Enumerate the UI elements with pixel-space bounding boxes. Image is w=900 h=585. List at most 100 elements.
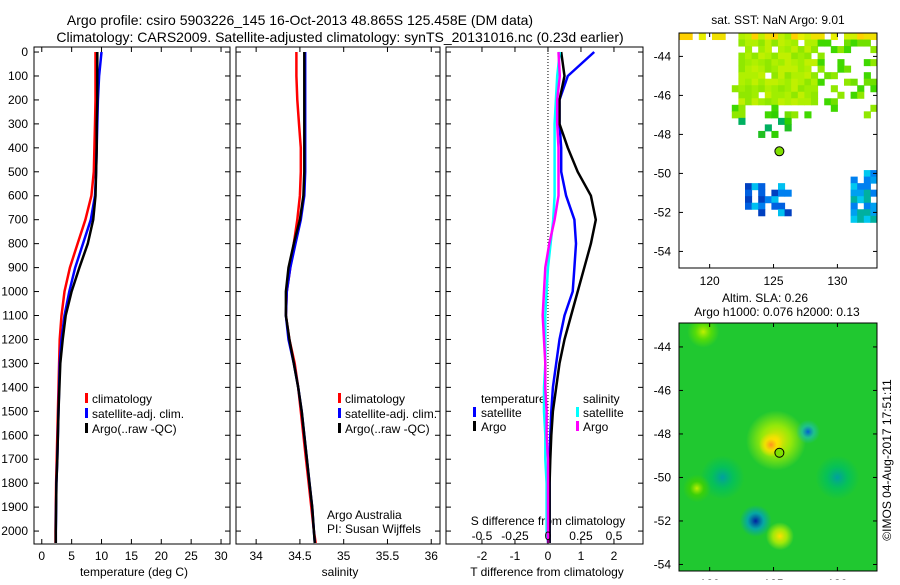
sst-cell bbox=[758, 65, 766, 73]
t-diff-xlabel: T difference from climatology bbox=[470, 565, 624, 579]
sst-cell bbox=[764, 111, 772, 119]
legend-swatch-satellite bbox=[85, 408, 88, 418]
sst-cell bbox=[778, 183, 786, 191]
y-tick-label: 800 bbox=[8, 237, 28, 251]
sst-cell bbox=[804, 33, 812, 41]
sst-cell bbox=[784, 59, 792, 67]
sst-cell bbox=[738, 117, 746, 125]
sst-cell bbox=[811, 46, 819, 54]
s-tick-label: 0.5 bbox=[606, 529, 623, 543]
sst-cell bbox=[758, 130, 766, 138]
sst-cell bbox=[791, 39, 799, 47]
sst-cell bbox=[817, 33, 825, 41]
sst-cell bbox=[811, 39, 819, 47]
sst-cell bbox=[804, 46, 812, 54]
lat-tick-label: -50 bbox=[654, 470, 672, 484]
sst-cell bbox=[751, 52, 759, 60]
sst-cell bbox=[758, 189, 766, 197]
sst-cell bbox=[758, 202, 766, 210]
x-tick-label: 30 bbox=[214, 549, 228, 563]
sst-cell bbox=[791, 78, 799, 86]
sst-cell bbox=[837, 46, 845, 54]
sst-cell bbox=[758, 98, 766, 106]
sst-cell bbox=[771, 65, 779, 73]
sst-cell bbox=[778, 39, 786, 47]
sla-anomaly-blob bbox=[700, 455, 745, 500]
sst-cell bbox=[804, 72, 812, 80]
sla-anomaly-blob bbox=[682, 474, 711, 503]
sst-cell bbox=[738, 72, 746, 80]
plot-frame bbox=[235, 46, 441, 545]
sst-cell bbox=[863, 189, 871, 197]
y-tick-label: 1500 bbox=[1, 404, 28, 418]
sst-cell bbox=[784, 91, 792, 99]
sst-cell bbox=[837, 91, 845, 99]
x-tick-label: 0 bbox=[545, 549, 552, 563]
title-line-1: Argo profile: csiro 5903226_145 16-Oct-2… bbox=[67, 12, 533, 28]
sst-cell bbox=[778, 46, 786, 54]
y-tick-label: 1000 bbox=[1, 285, 28, 299]
sst-cell bbox=[811, 98, 819, 106]
legend-label: Argo bbox=[481, 420, 507, 434]
legend-title-temperature: temperature bbox=[481, 392, 546, 406]
sst-cell bbox=[857, 189, 865, 197]
series-line-temperature-argo bbox=[548, 51, 598, 543]
lat-tick-label: -50 bbox=[654, 166, 672, 180]
y-tick-label: 300 bbox=[8, 117, 28, 131]
difference-profile-panel: -2 -1 0 1 2 -0.5 -0.25 0 0.25 0.5 bbox=[445, 46, 644, 563]
x-tick-label: -2 bbox=[477, 549, 488, 563]
sst-cell bbox=[870, 176, 877, 184]
sst-cell bbox=[824, 72, 832, 80]
y-tick-label: 1300 bbox=[1, 356, 28, 370]
y-tick-label: 200 bbox=[8, 93, 28, 107]
y-tick-label: 1900 bbox=[1, 500, 28, 514]
sst-cell bbox=[857, 215, 865, 223]
sst-cell bbox=[857, 33, 865, 41]
sst-cell bbox=[784, 33, 792, 41]
sla-map-subtitle: Argo h1000: 0.076 h2000: 0.13 bbox=[694, 305, 860, 319]
lon-tick-label: 130 bbox=[827, 274, 847, 288]
sst-cell bbox=[771, 111, 779, 119]
sst-cell bbox=[738, 91, 746, 99]
sst-cell bbox=[797, 85, 805, 93]
sst-cell bbox=[758, 46, 766, 54]
sst-cell bbox=[791, 98, 799, 106]
sst-cell bbox=[771, 130, 779, 138]
y-tick-label: 1800 bbox=[1, 476, 28, 490]
sst-cell bbox=[863, 183, 871, 191]
sst-cell bbox=[844, 65, 852, 73]
sst-cell bbox=[764, 39, 772, 47]
sst-cell bbox=[784, 52, 792, 60]
legend-swatch-t-satellite bbox=[473, 407, 476, 417]
sst-cell bbox=[870, 202, 877, 210]
sst-cell bbox=[857, 91, 865, 99]
sst-cell bbox=[817, 52, 825, 60]
sst-cell bbox=[738, 33, 746, 41]
sst-cell bbox=[857, 196, 865, 204]
sst-cell bbox=[745, 59, 753, 67]
x-tick-label: 35 bbox=[337, 549, 351, 563]
sst-cell bbox=[857, 85, 865, 93]
sst-cell bbox=[745, 98, 753, 106]
sst-cell bbox=[797, 65, 805, 73]
sst-cell bbox=[811, 85, 819, 93]
legend-swatch-s-satellite bbox=[576, 407, 579, 417]
sst-cell bbox=[863, 72, 871, 80]
sst-cell bbox=[817, 65, 825, 73]
sst-cell bbox=[804, 91, 812, 99]
legend-label: satellite-adj. clim. bbox=[345, 407, 437, 421]
sst-cell bbox=[778, 33, 786, 41]
s-tick-label: 0.25 bbox=[569, 529, 593, 543]
sst-cell bbox=[857, 183, 865, 191]
sst-cell bbox=[751, 98, 759, 106]
sst-cell bbox=[745, 46, 753, 54]
sst-cell bbox=[850, 39, 858, 47]
sla-map-title: Altim. SLA: 0.26 bbox=[722, 291, 808, 305]
sst-cell bbox=[791, 85, 799, 93]
sst-cell bbox=[751, 202, 759, 210]
y-tick-label: 1600 bbox=[1, 428, 28, 442]
sst-cell bbox=[850, 78, 858, 86]
sst-cell bbox=[850, 196, 858, 204]
sst-cell bbox=[811, 78, 819, 86]
